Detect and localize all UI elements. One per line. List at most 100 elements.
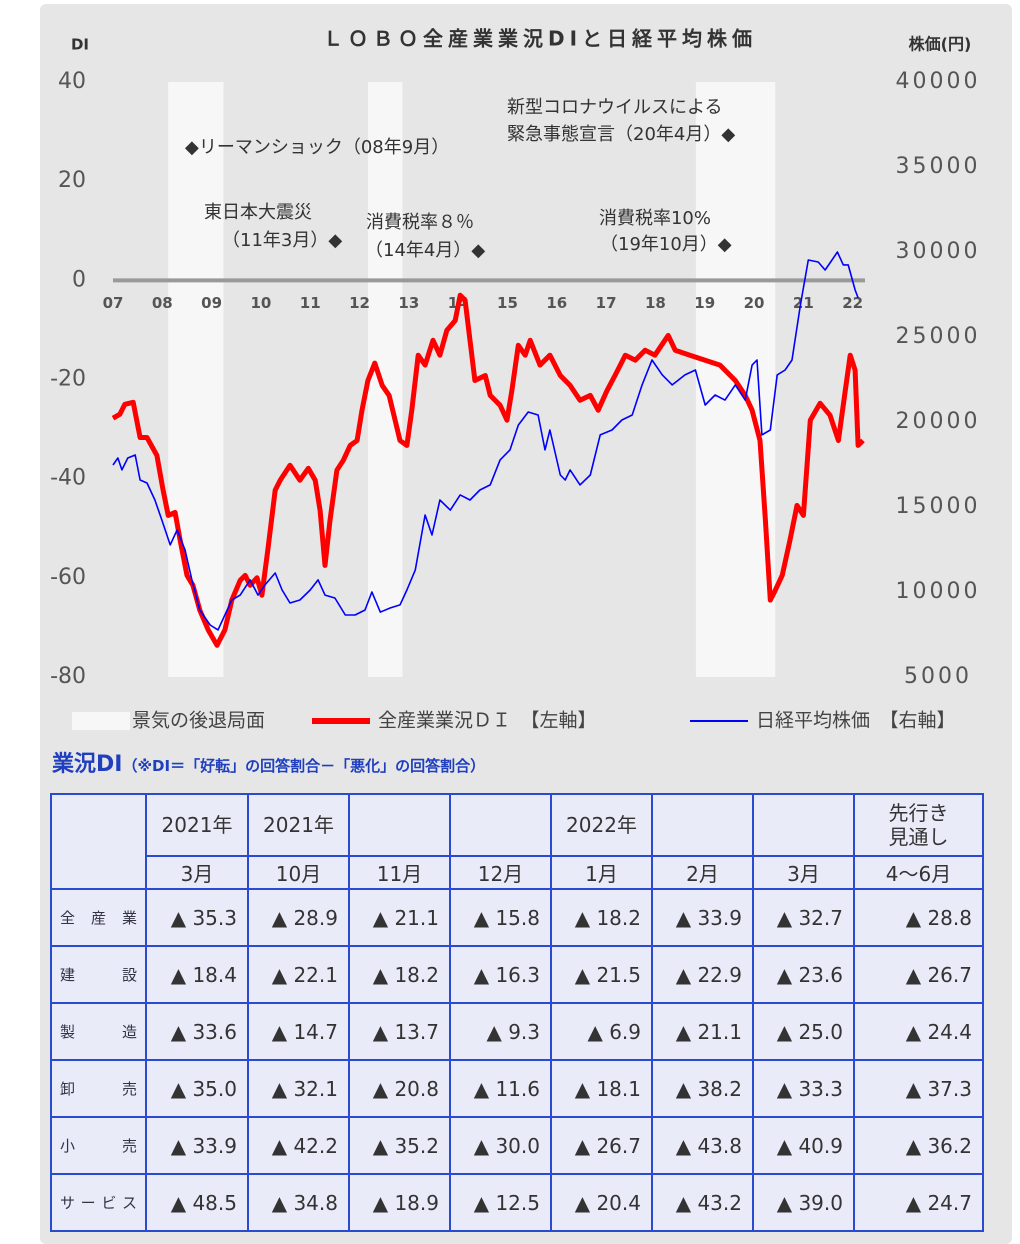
value-cell: ▲ 33.9: [651, 888, 754, 947]
value-cell: ▲ 32.1: [247, 1059, 350, 1118]
table: 2021年 2021年 2022年 先行き 見通し 3月 10月 11月 12月 1月 2月 3月 4…: [50, 793, 984, 1232]
chart: ＬＯＢＯ全産業業況DIと日経平均株価 DI 株価(円) -80 -60 -40 -20…: [50, 27, 981, 732]
y-tick-label: -40: [50, 466, 86, 491]
row-label: 建設: [50, 945, 147, 1004]
value-cell: ▲ 18.2: [348, 945, 451, 1004]
value-cell: ▲ 6.9: [550, 1002, 653, 1061]
value-cell: ▲ 42.2: [247, 1116, 350, 1175]
header-cell: [449, 793, 552, 857]
value-cell: ▲ 43.2: [651, 1173, 754, 1232]
value-cell: ▲ 25.0: [752, 1002, 855, 1061]
value-cell: ▲ 34.8: [247, 1173, 350, 1232]
chart-title: ＬＯＢＯ全産業業況DIと日経平均株価: [323, 27, 757, 51]
value-cell: ▲ 28.8: [853, 888, 984, 947]
header-cell: 1月: [550, 855, 653, 890]
y2-tick-label: 5000: [904, 664, 972, 689]
value-cell: ▲ 16.3: [449, 945, 552, 1004]
value-cell: ▲ 26.7: [853, 945, 984, 1004]
value-cell: ▲ 33.3: [752, 1059, 855, 1118]
y-axis-label: DI: [71, 36, 89, 54]
table-row: 製造 ▲ 33.6 ▲ 14.7 ▲ 13.7 ▲ 9.3 ▲ 6.9 ▲ 21.1 ▲ 25…: [50, 1002, 984, 1061]
value-cell: ▲ 21.1: [651, 1002, 754, 1061]
value-cell: ▲ 23.6: [752, 945, 855, 1004]
x-tick-label: 10: [250, 294, 271, 312]
table-row: 3月 10月 11月 12月 1月 2月 3月 4〜6月: [51, 855, 984, 890]
value-cell: ▲ 35.0: [145, 1059, 249, 1118]
value-cell: ▲ 18.2: [550, 888, 653, 947]
header-cell: 2021年: [247, 793, 350, 857]
recession-band: [367, 82, 403, 677]
value-cell: ▲ 28.9: [247, 888, 350, 947]
header-cell: 3月: [752, 855, 855, 890]
row-label: 小売: [50, 1116, 147, 1175]
y2-tick-label: 30000: [896, 239, 981, 264]
x-tick-label: 12: [349, 294, 370, 312]
value-cell: ▲ 36.2: [853, 1116, 984, 1175]
header-cell: 2月: [651, 855, 754, 890]
header-cell: 11月: [348, 855, 451, 890]
row-label: サービス: [50, 1173, 147, 1232]
value-cell: ▲ 33.9: [145, 1116, 249, 1175]
table-row: 全産業 ▲ 35.3 ▲ 28.9 ▲ 21.1 ▲ 15.8 ▲ 18.2 ▲ 33.9 ▲…: [50, 888, 984, 947]
header-cell: 12月: [449, 855, 552, 890]
value-cell: ▲ 13.7: [348, 1002, 451, 1061]
y-tick-label: -80: [50, 664, 86, 689]
y2-tick-label: 25000: [896, 324, 981, 349]
table-title-text: 業況DI: [52, 752, 123, 777]
legend-label: 日経平均株価 【右軸】: [756, 710, 956, 732]
value-cell: ▲ 24.4: [853, 1002, 984, 1061]
x-tick-label: 19: [694, 294, 715, 312]
y-tick-label: 0: [72, 267, 86, 292]
value-cell: ▲ 18.4: [145, 945, 249, 1004]
annotation: 新型コロナウイルスによる: [507, 97, 722, 118]
value-cell: ▲ 20.8: [348, 1059, 451, 1118]
series-line: [112, 251, 859, 631]
x-tick-label: 09: [201, 294, 222, 312]
table-note: （※DI＝「好転」の回答割合－「悪化」の回答割合）: [122, 757, 486, 775]
value-cell: ▲ 21.1: [348, 888, 451, 947]
header-cell: 3月: [145, 855, 249, 890]
y2-tick-label: 10000: [896, 579, 981, 604]
value-cell: ▲ 48.5: [145, 1173, 249, 1232]
row-label: 全産業: [50, 888, 147, 947]
y-tick-label: -20: [50, 367, 86, 392]
annotation: 東日本大震災: [204, 202, 312, 223]
annotation: （11年3月）◆: [222, 230, 342, 251]
table-row: サービス ▲ 48.5 ▲ 34.8 ▲ 18.9 ▲ 12.5 ▲ 20.4 ▲ 43.2…: [50, 1173, 984, 1232]
table-row: 建設 ▲ 18.4 ▲ 22.1 ▲ 18.2 ▲ 16.3 ▲ 21.5 ▲ 22.9 ▲ …: [50, 945, 984, 1004]
annotation: 緊急事態宣言（20年4月）◆: [507, 124, 735, 145]
table-title: 業況DI（※DI＝「好転」の回答割合－「悪化」の回答割合）: [52, 746, 485, 778]
x-tick-label: 17: [596, 294, 617, 312]
value-cell: ▲ 43.8: [651, 1116, 754, 1175]
x-tick-label: 11: [300, 294, 321, 312]
value-cell: ▲ 26.7: [550, 1116, 653, 1175]
value-cell: ▲ 30.0: [449, 1116, 552, 1175]
header-cell: [752, 793, 855, 857]
y2-tick-label: 20000: [896, 409, 981, 434]
header-cell: [348, 793, 451, 857]
annotation: （14年4月）◆: [365, 240, 485, 261]
header-cell: 2021年: [145, 793, 249, 857]
value-cell: ▲ 24.7: [853, 1173, 984, 1232]
x-tick-label: 08: [152, 294, 173, 312]
table-row: 小売 ▲ 33.9 ▲ 42.2 ▲ 35.2 ▲ 30.0 ▲ 26.7 ▲ 43.8 ▲ …: [50, 1116, 984, 1175]
value-cell: ▲ 35.2: [348, 1116, 451, 1175]
value-cell: ▲ 14.7: [247, 1002, 350, 1061]
value-cell: ▲ 11.6: [449, 1059, 552, 1118]
annotation: 消費税率10%: [599, 208, 711, 229]
value-cell: ▲ 35.3: [145, 888, 249, 947]
table-row: 卸売 ▲ 35.0 ▲ 32.1 ▲ 20.8 ▲ 11.6 ▲ 18.1 ▲ 38.2 ▲ …: [50, 1059, 984, 1118]
row-label: 製造: [50, 1002, 147, 1061]
value-cell: ▲ 37.3: [853, 1059, 984, 1118]
recession-band: [168, 82, 224, 677]
row-label: 卸売: [50, 1059, 147, 1118]
y2-tick-label: 15000: [896, 494, 981, 519]
x-tick-label: 18: [645, 294, 666, 312]
value-cell: ▲ 18.1: [550, 1059, 653, 1118]
value-cell: ▲ 20.4: [550, 1173, 653, 1232]
x-tick-label: 07: [103, 294, 124, 312]
x-tick-label: 20: [744, 294, 765, 312]
annotation: （19年10月）◆: [600, 234, 732, 255]
value-cell: ▲ 33.6: [145, 1002, 249, 1061]
value-cell: ▲ 9.3: [449, 1002, 552, 1061]
